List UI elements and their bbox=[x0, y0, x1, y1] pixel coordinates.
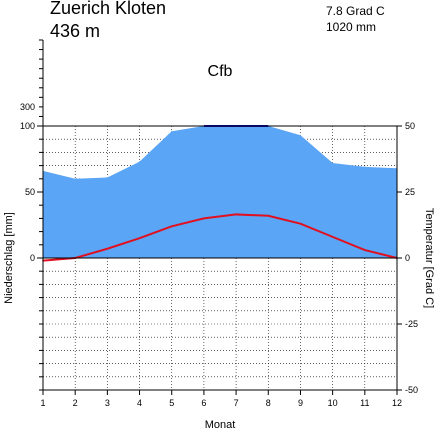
right-tick-label: 0 bbox=[405, 253, 410, 263]
x-axis-label: Monat bbox=[205, 419, 236, 430]
x-tick-label: 8 bbox=[266, 398, 271, 408]
x-tick-label: 3 bbox=[105, 398, 110, 408]
right-tick-label: 50 bbox=[405, 121, 415, 131]
temperature-point bbox=[203, 217, 205, 220]
precipitation-point bbox=[139, 161, 141, 163]
temperature-point bbox=[299, 222, 302, 225]
x-tick-label: 7 bbox=[234, 398, 239, 408]
precipitation-point bbox=[364, 166, 366, 168]
left-tick-label: 50 bbox=[25, 187, 35, 197]
temperature-point bbox=[267, 214, 270, 217]
x-tick-label: 2 bbox=[73, 398, 78, 408]
temperature-point bbox=[138, 237, 141, 239]
x-tick-label: 9 bbox=[298, 398, 303, 408]
x-tick-label: 11 bbox=[360, 398, 369, 408]
station-elevation: 436 m bbox=[50, 21, 100, 41]
precipitation-point bbox=[332, 162, 334, 164]
mean-temperature: 7.8 Grad C bbox=[326, 4, 385, 18]
left-tick-label: 0 bbox=[30, 253, 35, 263]
x-tick-label: 4 bbox=[137, 398, 142, 408]
left-tick-label-high: 300 bbox=[20, 102, 35, 112]
right-tick-label: -50 bbox=[405, 385, 418, 395]
x-tick-label: 6 bbox=[201, 398, 206, 408]
x-tick-label: 12 bbox=[392, 398, 402, 408]
x-tick-label: 5 bbox=[169, 398, 174, 408]
x-tick-label: 10 bbox=[328, 398, 338, 408]
temperature-point bbox=[235, 213, 237, 216]
precipitation-point bbox=[106, 176, 108, 178]
precipitation-point bbox=[74, 178, 76, 180]
temperature-point bbox=[364, 249, 366, 251]
right-tick-label: 25 bbox=[405, 187, 415, 197]
right-tick-label: -25 bbox=[405, 319, 418, 329]
annual-precipitation: 1020 mm bbox=[326, 20, 376, 34]
precipitation-point bbox=[171, 130, 173, 132]
left-tick-label: 100 bbox=[20, 121, 35, 131]
precipitation-area bbox=[43, 126, 397, 258]
axes-layer bbox=[37, 39, 402, 395]
temperature-line bbox=[42, 213, 398, 262]
climate-class: Cfb bbox=[208, 63, 233, 80]
x-tick-label: 1 bbox=[40, 398, 45, 408]
left-axis-label: Niederschlag [mm] bbox=[3, 212, 15, 304]
station-name: Zuerich Kloten bbox=[50, 0, 166, 18]
right-axis-label: Temperatur [Grad C] bbox=[423, 208, 435, 308]
temperature-point bbox=[106, 247, 109, 250]
temperature-point bbox=[170, 225, 173, 228]
precipitation-point bbox=[299, 134, 301, 136]
temperature-point bbox=[331, 236, 334, 238]
precipitation-area-layer bbox=[42, 125, 398, 258]
